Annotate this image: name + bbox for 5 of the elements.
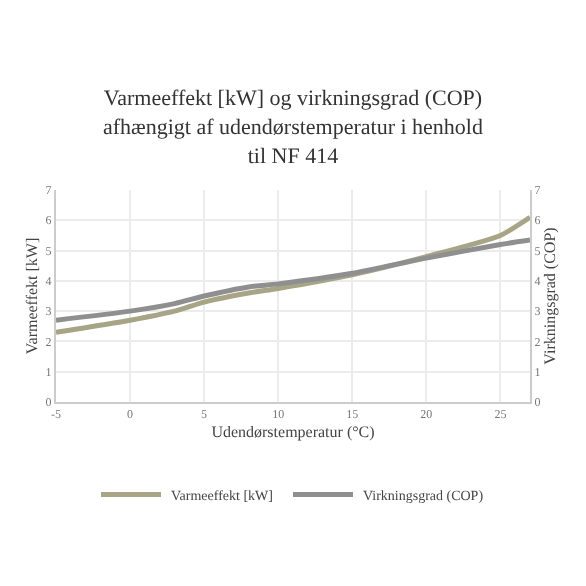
x-axis-title: Udendørstemperatur (°C) xyxy=(211,422,376,441)
y2-axis-title: Virkningsgrad (COP) xyxy=(540,226,559,365)
y-axis-title: Varmeeffekt [kW] xyxy=(23,237,41,355)
line-series xyxy=(56,237,530,323)
chart-title: Varmeeffekt [kW] og virkningsgrad (COP) afhængigt af udendørstemperatur i henhold til NF 414 xyxy=(102,87,484,169)
